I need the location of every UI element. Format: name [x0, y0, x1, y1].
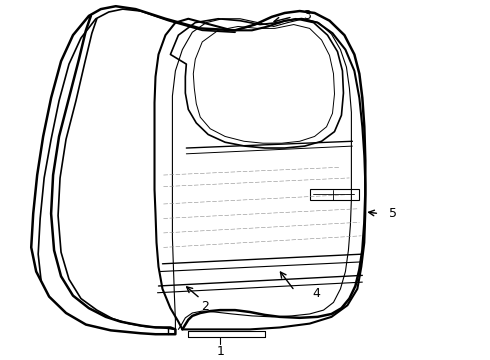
Text: 2: 2	[201, 301, 209, 314]
Text: 5: 5	[389, 207, 397, 220]
Text: 4: 4	[313, 287, 320, 300]
Text: 3: 3	[303, 9, 311, 22]
Bar	[310, 189, 359, 200]
Text: 1: 1	[216, 345, 224, 358]
